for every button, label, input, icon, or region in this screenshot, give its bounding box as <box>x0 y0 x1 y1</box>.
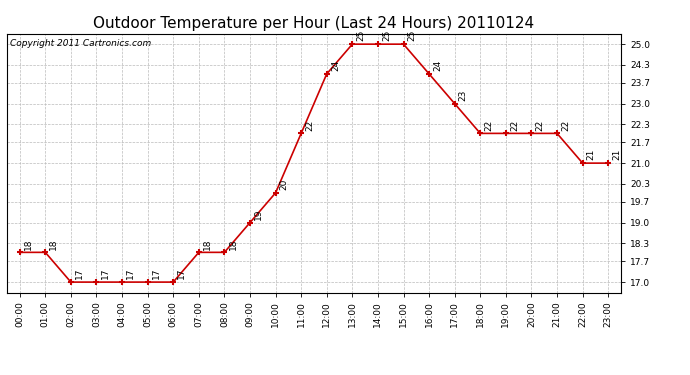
Text: 17: 17 <box>152 268 161 279</box>
Title: Outdoor Temperature per Hour (Last 24 Hours) 20110124: Outdoor Temperature per Hour (Last 24 Ho… <box>93 16 535 31</box>
Text: 17: 17 <box>177 268 186 279</box>
Text: 18: 18 <box>50 238 59 250</box>
Text: 21: 21 <box>612 149 622 160</box>
Text: 24: 24 <box>433 60 442 71</box>
Text: 23: 23 <box>459 90 468 101</box>
Text: 20: 20 <box>279 179 288 190</box>
Text: 17: 17 <box>101 268 110 279</box>
Text: 21: 21 <box>586 149 595 160</box>
Text: 18: 18 <box>228 238 237 250</box>
Text: 22: 22 <box>484 119 493 130</box>
Text: 25: 25 <box>357 30 366 41</box>
Text: 24: 24 <box>331 60 340 71</box>
Text: Copyright 2011 Cartronics.com: Copyright 2011 Cartronics.com <box>10 39 151 48</box>
Text: 25: 25 <box>382 30 391 41</box>
Text: 22: 22 <box>510 119 519 130</box>
Text: 18: 18 <box>24 238 33 250</box>
Text: 17: 17 <box>75 268 84 279</box>
Text: 25: 25 <box>408 30 417 41</box>
Text: 22: 22 <box>561 119 570 130</box>
Text: 18: 18 <box>203 238 212 250</box>
Text: 22: 22 <box>535 119 544 130</box>
Text: 22: 22 <box>305 119 315 130</box>
Text: 17: 17 <box>126 268 135 279</box>
Text: 19: 19 <box>254 209 263 220</box>
